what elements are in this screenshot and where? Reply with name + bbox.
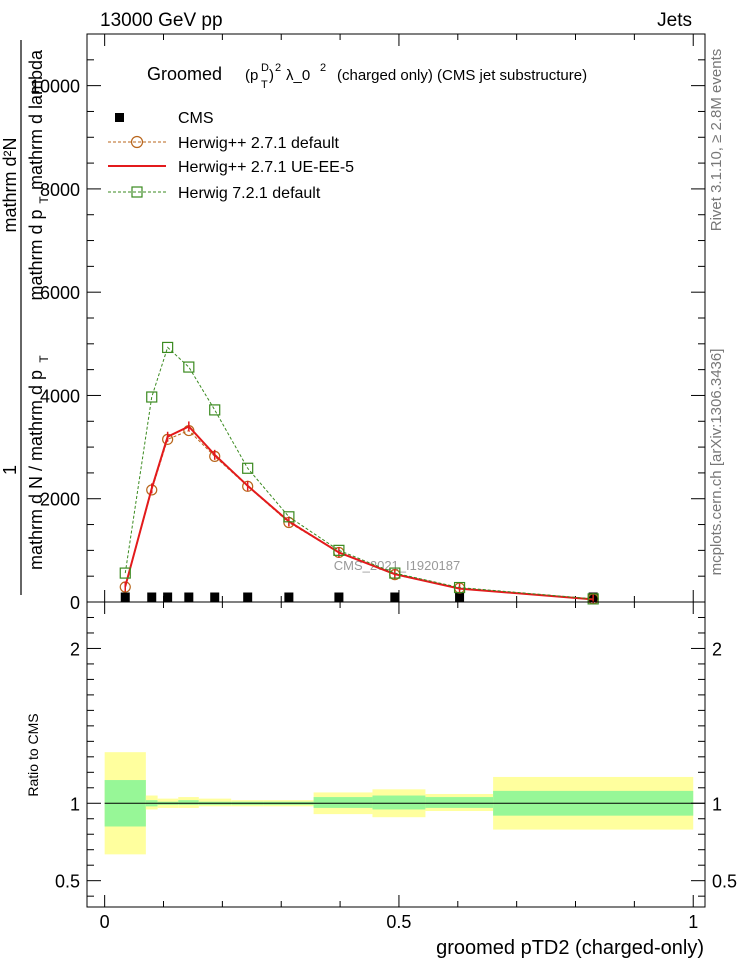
title-rest: (charged only) (CMS jet substructure) bbox=[337, 67, 587, 84]
title-close: ) bbox=[269, 67, 274, 84]
y-tick-label: 8000 bbox=[40, 180, 80, 200]
cms-marker bbox=[163, 592, 173, 602]
cms-marker bbox=[147, 592, 157, 602]
hw721-marker bbox=[453, 581, 466, 594]
ratio-panel: 0.5 0.5 1 1 2 2 0 0.5 1 Ratio to CMS groomed pTD… bbox=[25, 601, 737, 959]
cms-marker bbox=[120, 592, 130, 602]
ratio-y-tick-label-left: 1 bbox=[70, 794, 80, 814]
ylabel-den-prefix: mathrm d p bbox=[26, 209, 46, 300]
hw721-marker bbox=[333, 544, 345, 556]
ylabel-numerator: mathrm d²N bbox=[0, 137, 20, 232]
main-series bbox=[119, 341, 599, 605]
series-line-hw271 bbox=[124, 429, 594, 600]
series-line-ueee5 bbox=[124, 425, 594, 601]
y-tick-label: 4000 bbox=[40, 386, 80, 406]
cms-marker bbox=[184, 592, 194, 602]
stat-band bbox=[178, 800, 199, 805]
legend-hw721-label: Herwig 7.2.1 default bbox=[178, 185, 321, 202]
y-tick-label: 10000 bbox=[30, 77, 80, 97]
ratio-y-tick-label-left: 2 bbox=[70, 639, 80, 659]
cms-marker bbox=[210, 592, 220, 602]
title-p: (p bbox=[245, 67, 258, 84]
y-tick-label: 0 bbox=[70, 593, 80, 613]
title-word: Groomed bbox=[147, 64, 222, 84]
svg-text:(p: (p bbox=[245, 67, 258, 84]
series-line-hw721 bbox=[124, 346, 594, 600]
legend-cms-label: CMS bbox=[178, 110, 214, 127]
title-sub-t: T bbox=[261, 79, 268, 91]
ratio-y-tick-label-right: 2 bbox=[712, 639, 722, 659]
hw721-marker bbox=[119, 567, 131, 579]
x-tick-label: 0 bbox=[100, 912, 110, 932]
legend-cms-marker bbox=[115, 113, 124, 122]
cms-marker bbox=[390, 592, 400, 602]
hw721-marker bbox=[389, 567, 401, 579]
hw721-marker bbox=[183, 361, 195, 373]
x-axis-label: groomed pTD2 (charged-only) bbox=[436, 937, 704, 959]
ratio-y-tick-label-right: 0.5 bbox=[712, 872, 737, 892]
chart-title: Groomed (p D T ) 2 λ_0 2 (charged only) … bbox=[147, 62, 587, 91]
hw721-marker bbox=[587, 593, 599, 605]
ylabel-main-sub: T bbox=[37, 355, 51, 363]
stat-band bbox=[425, 797, 494, 808]
header-right: Jets bbox=[657, 10, 692, 31]
ylabel-den-sub: T bbox=[37, 196, 51, 204]
stat-band bbox=[372, 795, 426, 810]
hw721-marker bbox=[209, 404, 221, 416]
title-sup-2a: 2 bbox=[275, 62, 281, 74]
legend-hw721-marker bbox=[131, 186, 143, 198]
main-axis-ticks bbox=[87, 33, 705, 603]
cms-marker bbox=[455, 592, 465, 602]
ylabel-one: 1 bbox=[0, 465, 20, 475]
title-lambda: λ_0 bbox=[286, 67, 310, 84]
legend-hw271-marker bbox=[130, 135, 144, 149]
legend: CMS Herwig++ 2.7.1 default Herwig++ 2.7.… bbox=[108, 110, 354, 202]
y-tick-label: 6000 bbox=[40, 283, 80, 303]
ylabel-den-suffix: mathrm d lambda bbox=[26, 49, 46, 190]
legend-ueee5-label: Herwig++ 2.7.1 UE-EE-5 bbox=[178, 159, 354, 176]
cms-marker bbox=[284, 592, 294, 602]
ratio-frame bbox=[86, 601, 706, 908]
title-sup-2b: 2 bbox=[320, 62, 326, 74]
ylabel-main-prefix: mathrm d N / mathrm d p bbox=[26, 370, 46, 570]
legend-hw271-label: Herwig++ 2.7.1 default bbox=[178, 135, 340, 152]
header-left: 13000 GeV pp bbox=[100, 10, 223, 31]
cms-marker bbox=[334, 592, 344, 602]
ratio-y-label: Ratio to CMS bbox=[25, 713, 41, 796]
x-tick-label: 0.5 bbox=[386, 912, 411, 932]
cms-marker bbox=[243, 592, 253, 602]
hw721-marker bbox=[146, 391, 158, 403]
mcplots-label: mcplots.cern.ch [arXiv:1306.3436] bbox=[708, 349, 725, 576]
stat-band bbox=[313, 797, 373, 808]
main-y-tick-labels: 0 2000 4000 6000 8000 10000 bbox=[30, 77, 80, 613]
main-y-axis-label: 1 mathrm d²N mathrm d p T mathrm d lambd… bbox=[0, 40, 51, 595]
ratio-axis-ticks: 0.5 0.5 1 1 2 2 0 0.5 1 bbox=[55, 602, 737, 932]
hw721-marker bbox=[283, 511, 295, 523]
ratio-y-tick-label-left: 0.5 bbox=[55, 872, 80, 892]
title-sup-d: D bbox=[261, 62, 269, 74]
rivet-label: Rivet 3.1.10, ≥ 2.8M events bbox=[708, 49, 725, 232]
x-tick-label: 1 bbox=[688, 912, 698, 932]
ratio-y-tick-label-right: 1 bbox=[712, 794, 722, 814]
y-tick-label: 2000 bbox=[40, 490, 80, 510]
svg-text:Groomed: Groomed bbox=[147, 64, 222, 84]
hw721-marker bbox=[162, 341, 174, 354]
hw721-marker bbox=[242, 462, 254, 474]
